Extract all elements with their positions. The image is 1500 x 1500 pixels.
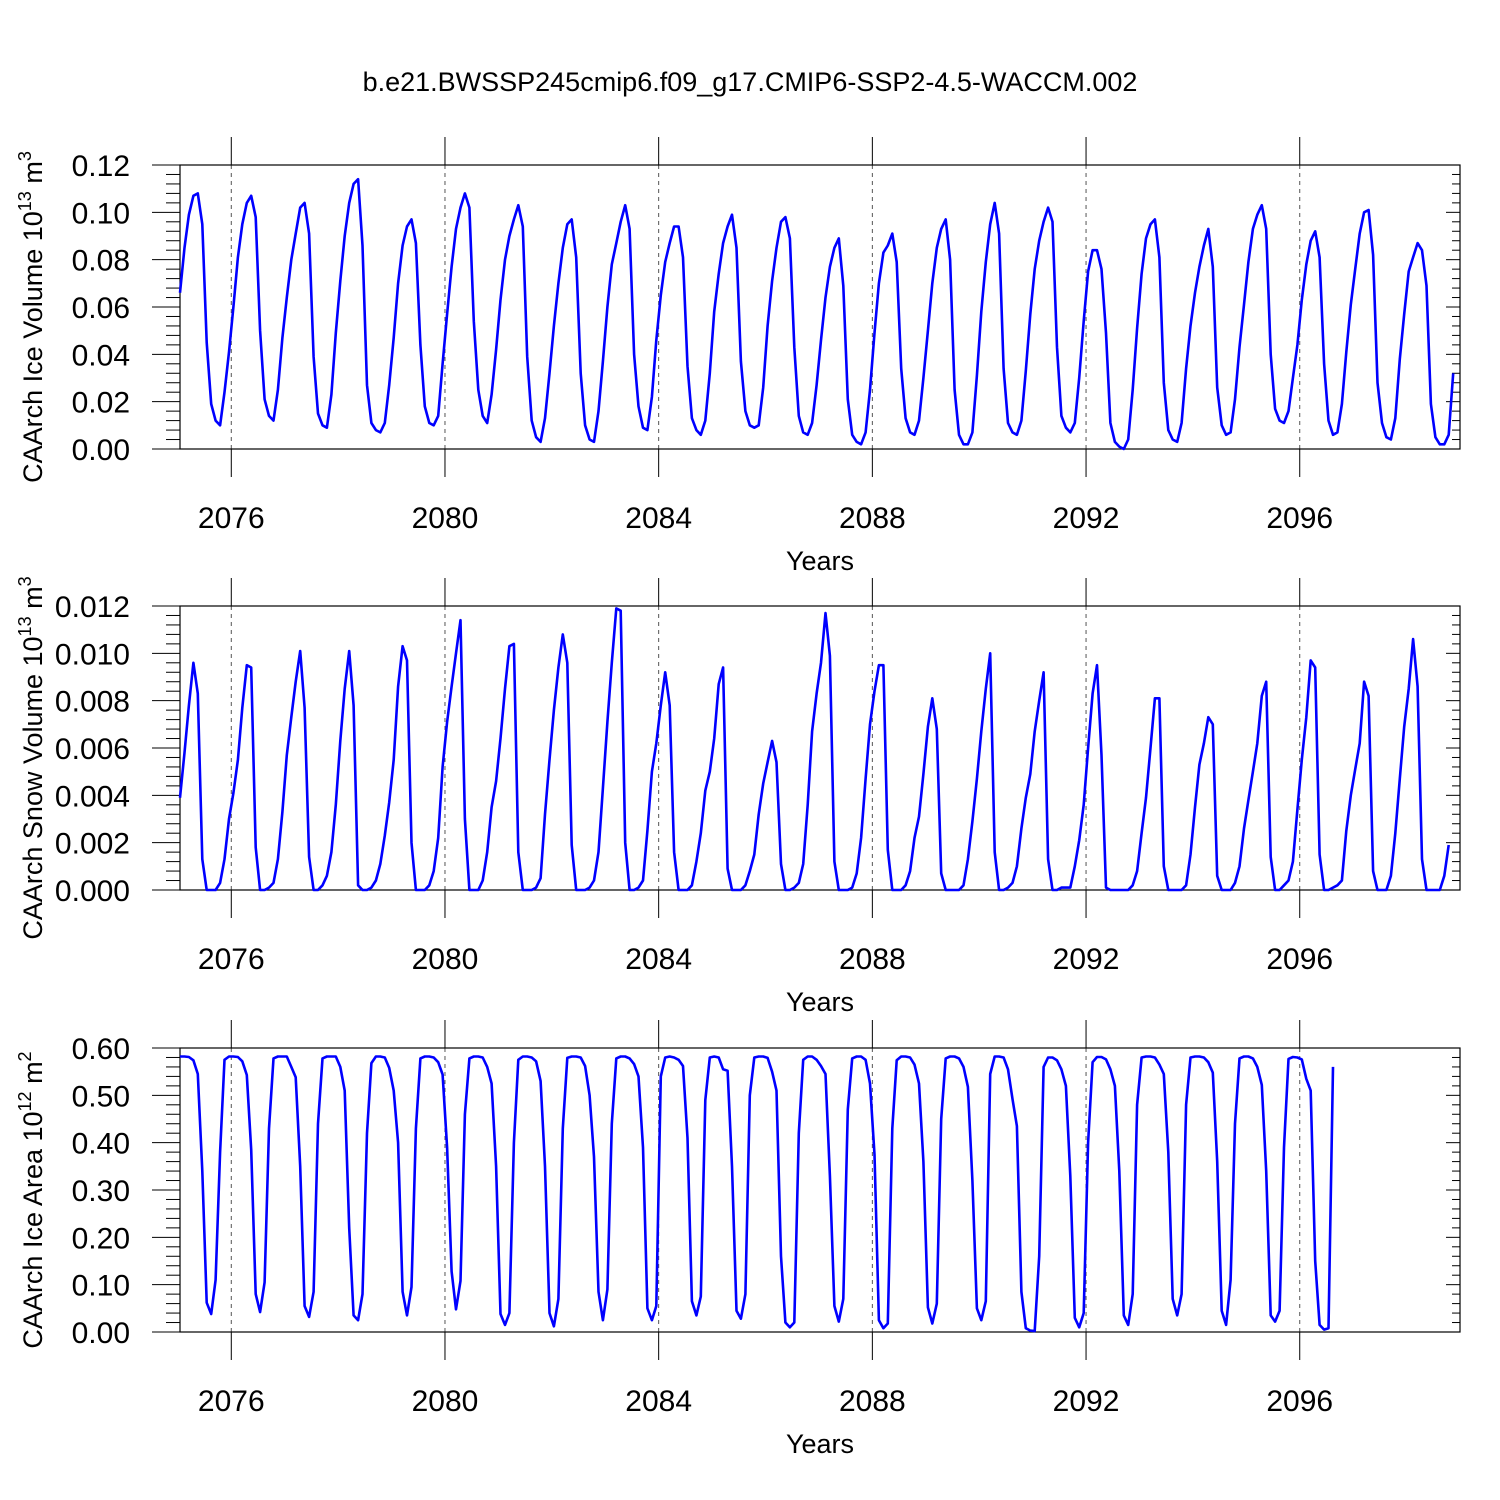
y-tick-label: 0.10 (72, 1270, 130, 1303)
x-tick-label: 2084 (625, 1385, 692, 1418)
y-tick-label: 0.012 (55, 591, 130, 624)
y-axis-label-part: CAArch Snow Volume 10 (18, 636, 48, 939)
x-tick-label: 2088 (839, 502, 906, 535)
x-tick-label: 2092 (1053, 502, 1120, 535)
panel-ice-volume: 0.00 0.02 0.04 0.06 0.08 0.10 0.12 2076 2080 2084… (15, 137, 1461, 576)
x-tick-label: 2096 (1266, 502, 1333, 535)
x-tick-label: 2076 (198, 1385, 265, 1418)
y-axis-label: CAArch Ice Area 1012 m2 (15, 1051, 48, 1348)
y-tick-label: 0.00 (72, 434, 130, 467)
y-axis-label-part: m (18, 1061, 48, 1091)
x-tick-label: 2096 (1266, 1385, 1333, 1418)
y-tick-label: 0.004 (55, 780, 130, 813)
y-axis-label-superscript: 13 (15, 616, 35, 636)
y-axis-label: CAArch Ice Volume 1013 m3 (15, 151, 48, 483)
y-tick-label: 0.10 (72, 197, 130, 230)
x-tick-label: 2092 (1053, 1385, 1120, 1418)
y-tick-label: 0.06 (72, 292, 130, 325)
x-tick-label: 2092 (1053, 943, 1120, 976)
y-tick-label: 0.02 (72, 387, 130, 420)
panel-snow-volume: 0.000 0.002 0.004 0.006 0.008 0.010 0.012 2076 2… (15, 576, 1461, 1017)
y-tick-label: 0.04 (72, 339, 130, 372)
y-axis-label-part: m (18, 161, 48, 191)
x-tick-label: 2088 (839, 1385, 906, 1418)
y-tick-label: 0.00 (72, 1317, 130, 1350)
x-tick-label: 2088 (839, 943, 906, 976)
y-axis-label-superscript: 13 (15, 191, 35, 211)
x-axis-label: Years (786, 546, 854, 576)
panel-ice-area: 0.00 0.10 0.20 0.30 0.40 0.50 0.60 2076 2080 2084… (15, 1020, 1461, 1459)
y-tick-label: 0.50 (72, 1080, 130, 1113)
x-tick-label: 2076 (198, 502, 265, 535)
y-axis-label-superscript: 12 (15, 1091, 35, 1111)
x-tick-label: 2080 (412, 502, 479, 535)
data-series-line (178, 177, 1455, 451)
y-tick-label: 0.008 (55, 686, 130, 719)
x-axis-label: Years (786, 987, 854, 1017)
x-axis-label: Years (786, 1429, 854, 1459)
y-tick-label: 0.40 (72, 1128, 130, 1161)
y-tick-label: 0.60 (72, 1033, 130, 1066)
x-tick-label: 2084 (625, 943, 692, 976)
y-tick-label: 0.08 (72, 245, 130, 278)
y-axis-label-part: CAArch Ice Volume 10 (18, 211, 48, 483)
x-tick-label: 2096 (1266, 943, 1333, 976)
data-series-line (180, 1055, 1335, 1333)
data-series-line (178, 607, 1450, 892)
y-tick-label: 0.12 (72, 150, 130, 183)
y-tick-label: 0.000 (55, 875, 130, 908)
x-tick-label: 2076 (198, 943, 265, 976)
x-tick-label: 2084 (625, 502, 692, 535)
x-tick-label: 2080 (412, 943, 479, 976)
y-axis-label-superscript: 2 (15, 1051, 35, 1061)
y-tick-label: 0.010 (55, 638, 130, 671)
figure-title: b.e21.BWSSP245cmip6.f09_g17.CMIP6-SSP2-4… (363, 67, 1138, 97)
y-axis-label: CAArch Snow Volume 1013 m3 (15, 576, 48, 939)
y-axis-label-part: CAArch Ice Area 10 (18, 1111, 48, 1348)
y-tick-label: 0.30 (72, 1175, 130, 1208)
y-axis-label-superscript: 3 (15, 576, 35, 586)
y-tick-label: 0.006 (55, 733, 130, 766)
y-tick-label: 0.20 (72, 1222, 130, 1255)
y-tick-label: 0.002 (55, 828, 130, 861)
y-axis-label-superscript: 3 (15, 151, 35, 161)
x-tick-label: 2080 (412, 1385, 479, 1418)
y-axis-label-part: m (18, 586, 48, 616)
